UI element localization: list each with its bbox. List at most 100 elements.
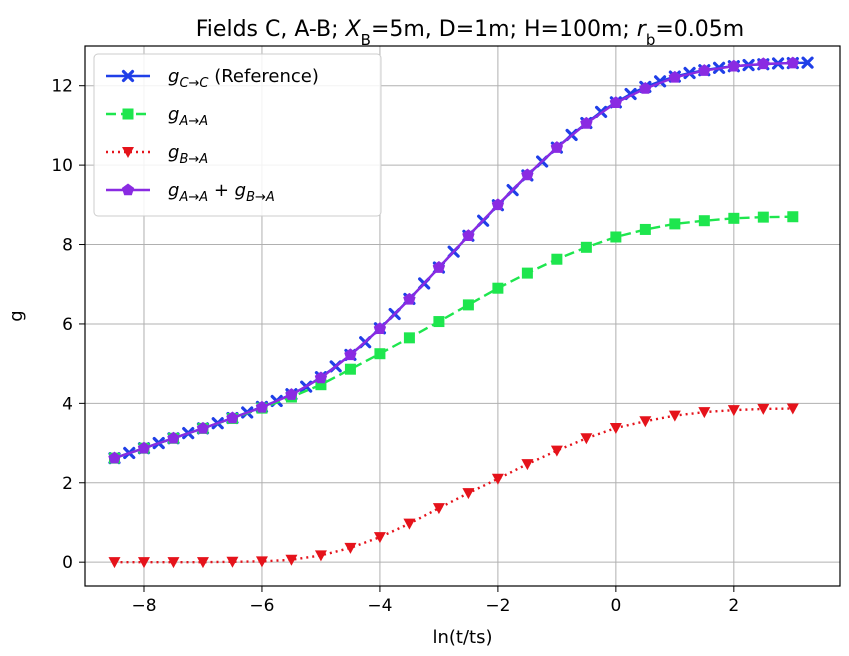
data-point-gsum — [108, 451, 121, 464]
data-point-gba — [609, 422, 622, 434]
data-point-gba — [550, 445, 563, 457]
x-tick-label: −8 — [131, 596, 156, 616]
data-point-gsum — [668, 70, 682, 83]
legend-marker-gaa — [122, 108, 134, 120]
data-point-gaa — [492, 282, 504, 294]
data-point-gcc — [801, 56, 814, 69]
data-point-gsum — [521, 168, 534, 181]
legend-label-gcc: gC→C (Reference) — [168, 66, 319, 91]
data-point-gba — [255, 556, 268, 568]
legend-marker-gsum — [121, 183, 135, 196]
series-gsum — [108, 56, 799, 464]
legend-label-gsum: gA→A + gB→A — [168, 180, 275, 205]
legend: gC→C (Reference) gA→A gB→A gA→A + gB→A — [93, 53, 382, 217]
data-point-gsum — [285, 388, 298, 400]
data-point-gba — [757, 403, 770, 415]
data-point-gaa — [521, 267, 533, 279]
series-line-gba — [114, 407, 793, 564]
data-point-gsum — [403, 292, 416, 305]
data-point-gsum — [255, 400, 269, 413]
data-point-gaa — [787, 211, 799, 223]
data-point-gaa — [462, 299, 474, 311]
data-point-gba — [403, 518, 416, 530]
data-point-gsum — [373, 322, 387, 334]
data-point-gba — [314, 550, 327, 562]
data-point-gsum — [550, 141, 564, 153]
data-point-gsum — [727, 59, 741, 72]
x-tick-label: −2 — [485, 596, 510, 616]
data-point-gaa — [669, 218, 681, 230]
data-point-gba — [285, 554, 298, 566]
data-point-gba — [727, 405, 740, 417]
data-point-gba — [167, 557, 180, 569]
data-point-gba — [639, 416, 652, 428]
legend-label-gba: gB→A — [168, 142, 208, 167]
data-point-gba — [196, 557, 209, 569]
data-point-gba — [344, 542, 357, 554]
series-line-gaa — [114, 215, 793, 460]
x-tick-label: −6 — [249, 596, 274, 616]
data-point-gaa — [698, 215, 710, 227]
data-point-gsum — [698, 64, 711, 76]
data-point-gsum — [167, 431, 180, 444]
data-point-gaa — [315, 379, 327, 391]
data-point-gaa — [374, 348, 386, 360]
data-point-gsum — [137, 441, 151, 454]
x-axis-label: ln(t/ts) — [432, 627, 492, 648]
data-point-gsum — [314, 371, 328, 384]
data-point-gba — [373, 532, 386, 544]
y-tick-label: 12 — [51, 77, 73, 97]
chart-title: Fields C, A-B; XB=5m, D=1m; H=100m; rb=0… — [196, 17, 744, 49]
data-point-gba — [521, 459, 534, 471]
data-point-gsum — [432, 261, 446, 273]
data-point-gba — [226, 556, 239, 568]
y-axis-label: g — [6, 310, 27, 321]
x-tick-label: 0 — [610, 596, 621, 616]
data-point-gba — [668, 410, 681, 422]
data-point-gaa — [551, 253, 563, 265]
y-tick-label: 0 — [62, 553, 73, 573]
data-point-gaa — [344, 363, 356, 375]
data-point-gba — [698, 407, 711, 419]
data-point-gsum — [196, 421, 210, 434]
data-point-gaa — [580, 241, 592, 253]
axis-ticks: −8 −6 −4 −2 0 2 0 2 4 6 8 10 12 — [51, 77, 739, 616]
data-point-gaa — [757, 211, 769, 223]
data-point-gaa — [728, 212, 740, 224]
data-point-gsum — [344, 348, 357, 361]
data-point-gaa — [639, 223, 651, 235]
data-point-gsum — [226, 411, 239, 424]
y-tick-label: 8 — [62, 236, 73, 256]
data-point-gba — [108, 557, 121, 569]
data-point-gba — [491, 473, 504, 485]
data-point-gaa — [403, 332, 415, 344]
legend-marker-gcc — [121, 69, 135, 83]
data-point-gsum — [462, 229, 475, 242]
data-point-gba — [462, 488, 475, 500]
data-point-gaa — [610, 231, 622, 243]
x-tick-label: 2 — [728, 596, 739, 616]
data-point-gba — [580, 433, 593, 445]
data-point-gba — [432, 503, 445, 515]
legend-marker-gba — [122, 147, 134, 158]
y-tick-label: 2 — [62, 474, 73, 494]
data-point-gsum — [580, 116, 593, 129]
data-point-gsum — [609, 96, 623, 109]
legend-label-gaa: gA→A — [168, 104, 208, 129]
data-point-gba — [786, 403, 799, 415]
data-point-gsum — [491, 198, 505, 211]
plot-series — [108, 56, 814, 569]
legend-box — [93, 53, 382, 217]
data-point-gba — [137, 557, 150, 569]
data-point-gsum — [639, 81, 652, 94]
y-tick-label: 10 — [51, 156, 73, 176]
y-tick-label: 4 — [62, 394, 73, 414]
x-tick-label: −4 — [367, 596, 392, 616]
y-tick-label: 6 — [62, 315, 73, 335]
data-point-gaa — [433, 316, 445, 328]
data-point-gsum — [786, 56, 799, 69]
series-gba — [108, 403, 799, 569]
plot-frame — [84, 45, 841, 587]
data-point-gsum — [757, 57, 770, 70]
